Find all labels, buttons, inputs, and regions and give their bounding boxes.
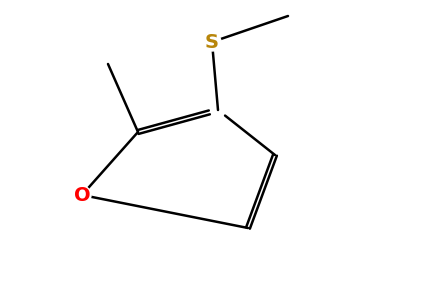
Text: S: S xyxy=(204,33,218,52)
Circle shape xyxy=(203,33,220,51)
Circle shape xyxy=(73,186,91,204)
Text: O: O xyxy=(73,186,90,205)
